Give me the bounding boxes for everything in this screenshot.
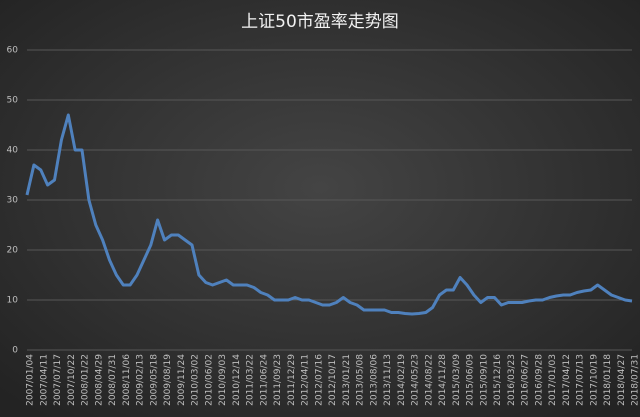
y-tick-label: 60 (7, 46, 19, 56)
x-tick-label: 2010/06/02 (204, 354, 214, 406)
x-tick-label: 2007/07/17 (53, 354, 63, 406)
x-tick-label: 2009/05/18 (149, 354, 159, 406)
x-tick-label: 2008/11/06 (122, 354, 132, 406)
x-tick-label: 2018/01/18 (603, 354, 613, 406)
x-tick-label: 2016/03/23 (507, 354, 517, 406)
x-tick-label: 2014/11/28 (438, 354, 448, 406)
x-tick-label: 2015/09/10 (479, 354, 489, 406)
x-tick-label: 2013/11/13 (383, 354, 393, 406)
x-tick-label: 2011/09/23 (273, 354, 283, 406)
x-tick-label: 2016/06/27 (521, 354, 531, 406)
x-tick-label: 2010/12/14 (232, 354, 242, 406)
x-tick-label: 2018/04/27 (617, 354, 627, 406)
x-tick-label: 2014/08/22 (424, 354, 434, 406)
y-tick-label: 40 (7, 146, 19, 156)
x-tick-label: 2018/07/31 (631, 354, 640, 406)
y-tick-label: 30 (7, 196, 19, 206)
x-tick-label: 2014/02/19 (397, 354, 407, 406)
x-tick-label: 2010/03/02 (191, 354, 201, 406)
x-tick-label: 2010/09/03 (218, 354, 228, 406)
x-tick-label: 2017/01/03 (548, 354, 558, 406)
x-tick-label: 2017/10/19 (589, 354, 599, 406)
x-tick-label: 2015/12/16 (493, 354, 503, 406)
x-tick-label: 2013/08/06 (369, 354, 379, 406)
x-tick-label: 2008/07/31 (108, 354, 118, 406)
x-tick-label: 2007/01/04 (26, 354, 36, 406)
x-tick-label: 2009/02/13 (136, 354, 146, 406)
series-line (25, 113, 633, 316)
y-tick-label: 20 (7, 246, 19, 256)
x-tick-label: 2009/08/19 (163, 354, 173, 406)
x-tick-label: 2015/03/09 (452, 354, 462, 406)
x-tick-label: 2009/11/24 (177, 354, 187, 406)
x-tick-label: 2008/04/29 (94, 354, 104, 406)
x-tick-label: 2007/04/11 (39, 354, 49, 406)
y-tick-label: 50 (7, 96, 19, 106)
y-tick-label: 0 (12, 346, 18, 356)
x-tick-label: 2013/01/21 (342, 354, 352, 406)
x-tick-label: 2008/01/22 (81, 354, 91, 406)
y-tick-label: 10 (7, 296, 19, 306)
x-tick-label: 2017/07/13 (576, 354, 586, 406)
x-tick-label: 2012/07/16 (314, 354, 324, 406)
x-tick-label: 2017/04/12 (562, 354, 572, 406)
chart-title: 上证50市盈率走势图 (241, 12, 399, 32)
x-tick-label: 2016/09/28 (534, 354, 544, 406)
x-tick-label: 2013/05/08 (356, 354, 366, 406)
x-tick-label: 2011/06/24 (259, 354, 269, 406)
x-tick-label: 2011/03/22 (246, 354, 256, 406)
x-tick-label: 2012/04/11 (301, 354, 311, 406)
x-tick-label: 2011/12/29 (287, 354, 297, 406)
x-tick-label: 2014/05/23 (411, 354, 421, 406)
x-tick-label: 2012/10/17 (328, 354, 338, 406)
x-tick-label: 2007/10/22 (67, 354, 77, 406)
x-tick-label: 2015/06/09 (466, 354, 476, 406)
